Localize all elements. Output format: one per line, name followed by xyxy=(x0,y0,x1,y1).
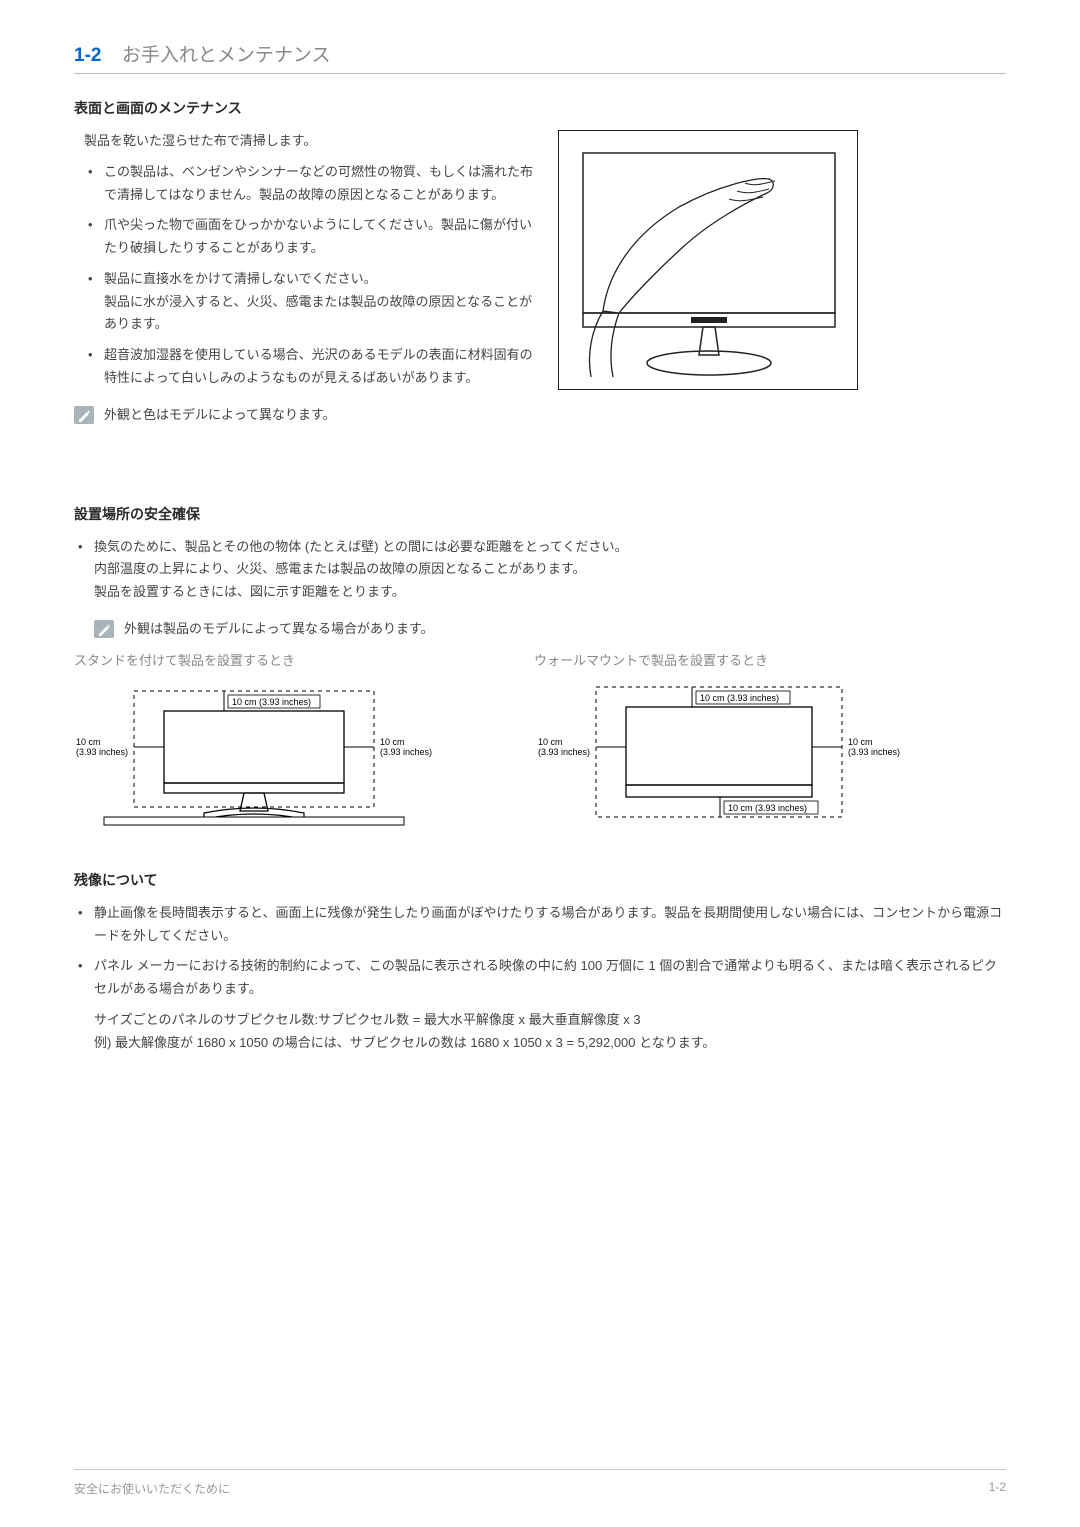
wall-diagram-col: ウォールマウントで製品を設置するとき 10 cm (3.93 inches) 1… xyxy=(534,640,894,832)
location-bullet: 換気のために、製品とその他の物体 (たとえば壁) との間には必要な距離をとってく… xyxy=(74,536,1006,604)
surface-note-text: 外観と色はモデルによって異なります。 xyxy=(104,404,336,426)
wall-dim-right-1: 10 cm xyxy=(848,737,873,747)
surface-bullet-2: 製品に直接水をかけて清掃しないでください。 製品に水が浸入すると、火災、感電また… xyxy=(84,268,534,336)
afterimage-bullet-1: パネル メーカーにおける技術的制約によって、この製品に表示される映像の中に約 1… xyxy=(74,955,1006,1001)
surface-text-col: 製品を乾いた湿らせた布で清掃します。 この製品は、ベンゼンやシンナーなどの可燃性… xyxy=(74,130,534,426)
wall-dim-left-2: (3.93 inches) xyxy=(538,747,590,757)
cleaning-figure-frame xyxy=(558,130,858,390)
section-name: お手入れとメンテナンス xyxy=(122,45,331,66)
location-note-row: 外観は製品のモデルによって異なる場合があります。 xyxy=(94,618,1006,640)
surface-bullets: この製品は、ベンゼンやシンナーなどの可燃性の物質、もしくは濡れた布で清掃してはな… xyxy=(84,161,534,390)
subsection-title-surface: 表面と画面のメンテナンス xyxy=(74,98,1006,118)
stand-dim-top: 10 cm (3.93 inches) xyxy=(232,697,311,707)
stand-caption: スタンドを付けて製品を設置するとき xyxy=(74,650,434,669)
stand-dim-right-2: (3.93 inches) xyxy=(380,747,432,757)
wall-dim-top: 10 cm (3.93 inches) xyxy=(700,693,779,703)
afterimage-bullets: 静止画像を長時間表示すると、画面上に残像が発生したり画面がぼやけたりする場合があ… xyxy=(74,902,1006,1001)
stand-diagram-col: スタンドを付けて製品を設置するとき 10 cm (3.93 inches) 10… xyxy=(74,640,434,832)
surface-two-col: 製品を乾いた湿らせた布で清掃します。 この製品は、ベンゼンやシンナーなどの可燃性… xyxy=(74,130,1006,426)
afterimage-sub-2: 例) 最大解像度が 1680 x 1050 の場合には、サブピクセルの数は 16… xyxy=(94,1032,1006,1055)
wall-dim-right-2: (3.93 inches) xyxy=(848,747,900,757)
wall-dim-left-1: 10 cm xyxy=(538,737,563,747)
stand-dim-left-1: 10 cm xyxy=(76,737,101,747)
diagram-row: スタンドを付けて製品を設置するとき 10 cm (3.93 inches) 10… xyxy=(74,640,1006,832)
surface-intro: 製品を乾いた湿らせた布で清掃します。 xyxy=(84,130,534,153)
afterimage-sub-1: サイズごとのパネルのサブピクセル数:サブピクセル数 = 最大水平解像度 x 最大… xyxy=(94,1009,1006,1032)
stand-dim-right-1: 10 cm xyxy=(380,737,405,747)
surface-bullet-1: 爪や尖った物で画面をひっかかないようにしてください。製品に傷が付いたり破損したり… xyxy=(84,214,534,260)
footer-right: 1-2 xyxy=(989,1480,1006,1497)
wall-dim-bottom: 10 cm (3.93 inches) xyxy=(728,803,807,813)
stand-dim-left-2: (3.93 inches) xyxy=(76,747,128,757)
pencil-icon xyxy=(74,406,94,424)
surface-note-row: 外観と色はモデルによって異なります。 xyxy=(74,404,534,426)
subsection-title-location: 設置場所の安全確保 xyxy=(74,504,1006,524)
subsection-title-afterimage: 残像について xyxy=(74,870,1006,890)
location-bullets: 換気のために、製品とその他の物体 (たとえば壁) との間には必要な距離をとってく… xyxy=(74,536,1006,604)
stand-diagram-svg: 10 cm (3.93 inches) 10 cm (3.93 inches) … xyxy=(74,677,434,832)
footer-left: 安全にお使いいただくために xyxy=(74,1480,230,1497)
page-footer: 安全にお使いいただくために 1-2 xyxy=(74,1469,1006,1497)
wall-caption: ウォールマウントで製品を設置するとき xyxy=(534,650,894,669)
surface-figure-col xyxy=(558,130,1006,426)
pencil-icon xyxy=(94,620,114,638)
afterimage-bullet-0: 静止画像を長時間表示すると、画面上に残像が発生したり画面がぼやけたりする場合があ… xyxy=(74,902,1006,948)
cleaning-figure-svg xyxy=(569,141,849,381)
surface-bullet-0: この製品は、ベンゼンやシンナーなどの可燃性の物質、もしくは濡れた布で清掃してはな… xyxy=(84,161,534,207)
location-note-text: 外観は製品のモデルによって異なる場合があります。 xyxy=(124,618,434,640)
surface-bullet-3: 超音波加湿器を使用している場合、光沢のあるモデルの表面に材料固有の特性によって白… xyxy=(84,344,534,390)
section-title: 1-2 お手入れとメンテナンス xyxy=(74,40,1006,74)
wall-diagram-svg: 10 cm (3.93 inches) 10 cm (3.93 inches) … xyxy=(534,677,904,832)
section-number: 1-2 xyxy=(74,45,101,66)
